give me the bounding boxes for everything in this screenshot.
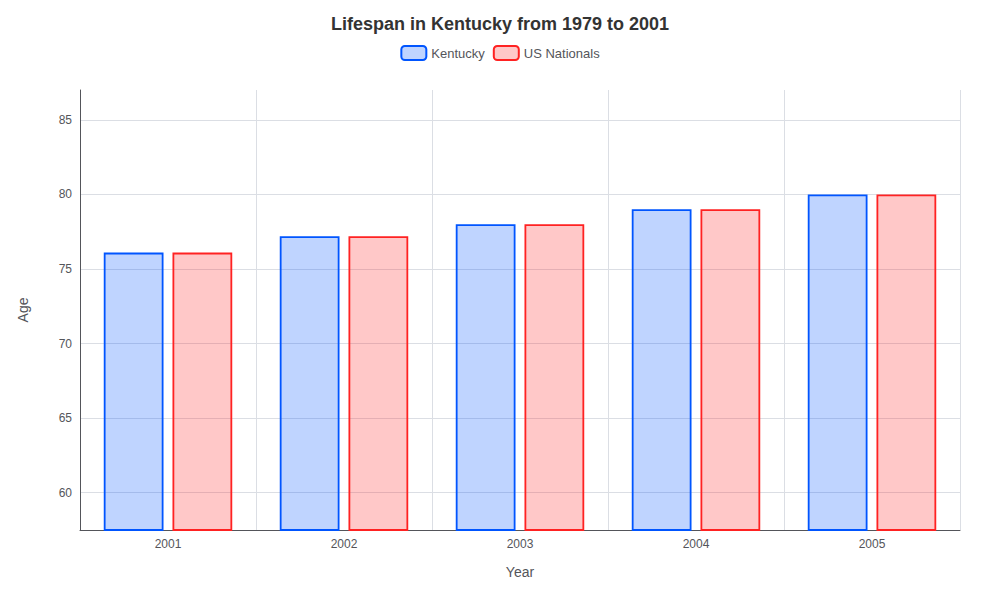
svg-text:2001: 2001 bbox=[155, 537, 182, 551]
svg-text:60: 60 bbox=[59, 486, 73, 500]
svg-text:Year: Year bbox=[506, 564, 535, 580]
svg-text:2002: 2002 bbox=[331, 537, 358, 551]
svg-text:US Nationals: US Nationals bbox=[524, 46, 600, 61]
svg-text:70: 70 bbox=[59, 337, 73, 351]
svg-text:80: 80 bbox=[59, 187, 73, 201]
svg-text:2003: 2003 bbox=[507, 537, 534, 551]
svg-text:75: 75 bbox=[59, 262, 73, 276]
svg-text:2004: 2004 bbox=[683, 537, 710, 551]
svg-text:65: 65 bbox=[59, 411, 73, 425]
svg-text:85: 85 bbox=[59, 113, 73, 127]
svg-text:Kentucky: Kentucky bbox=[431, 46, 485, 61]
svg-text:Age: Age bbox=[15, 297, 31, 322]
svg-text:Lifespan in Kentucky from 1979: Lifespan in Kentucky from 1979 to 2001 bbox=[331, 14, 669, 34]
svg-text:2005: 2005 bbox=[859, 537, 886, 551]
